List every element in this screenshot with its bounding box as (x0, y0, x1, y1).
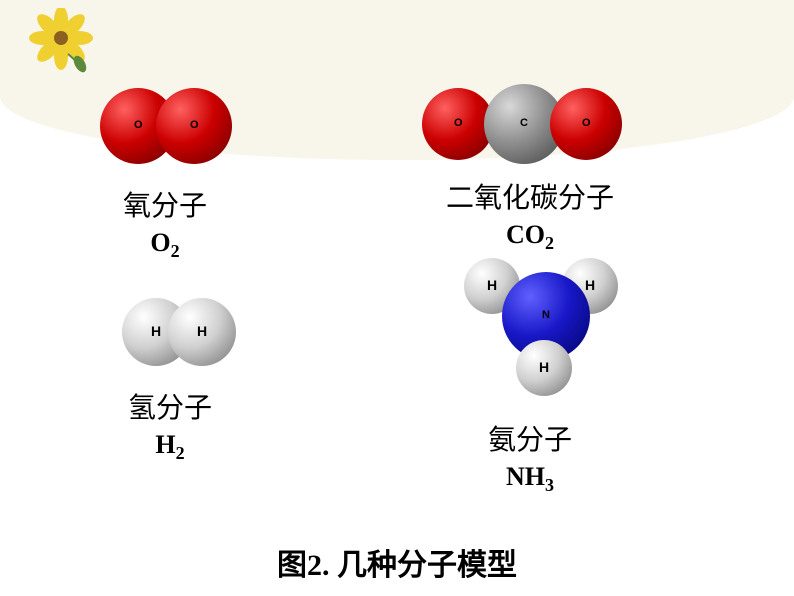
atom-label: H (539, 359, 549, 375)
co2-formula: CO2 (410, 220, 650, 254)
nh3-label-cn: 氨分子 (410, 418, 650, 458)
h2-atoms: HH (122, 298, 258, 366)
molecule-h2: HH (108, 298, 258, 366)
o2-label-cn: 氧分子 (80, 184, 250, 224)
atom-h: H (168, 298, 236, 366)
atom-label: H (585, 277, 595, 293)
atom-h: H (516, 340, 572, 396)
molecule-nh3: H H N H (440, 258, 640, 398)
nh3-atoms: H H N H (460, 258, 640, 398)
atom-label: N (542, 309, 550, 321)
atom-label: H (151, 323, 161, 339)
h2-label-cn: 氢分子 (80, 386, 260, 426)
nh3-formula: NH3 (410, 462, 650, 496)
o2-atoms: OO (100, 88, 250, 164)
figure-title: 图2. 几种分子模型 (0, 540, 794, 584)
atom-label: O (190, 119, 199, 131)
molecule-co2: OCO (410, 84, 650, 164)
atom-label: O (454, 117, 463, 129)
atom-label: O (582, 117, 591, 129)
atom-label: H (487, 277, 497, 293)
co2-label-cn: 二氧化碳分子 (410, 176, 650, 216)
atom-label: H (197, 323, 207, 339)
h2-formula: H2 (80, 430, 260, 464)
atom-label: O (134, 119, 143, 131)
atom-o: O (550, 88, 622, 160)
molecule-o2: OO (80, 88, 250, 164)
co2-atoms: OCO (422, 84, 650, 164)
flower-decoration (28, 8, 94, 79)
atom-o: O (156, 88, 232, 164)
o2-formula: O2 (80, 228, 250, 262)
atom-label: C (520, 117, 528, 129)
